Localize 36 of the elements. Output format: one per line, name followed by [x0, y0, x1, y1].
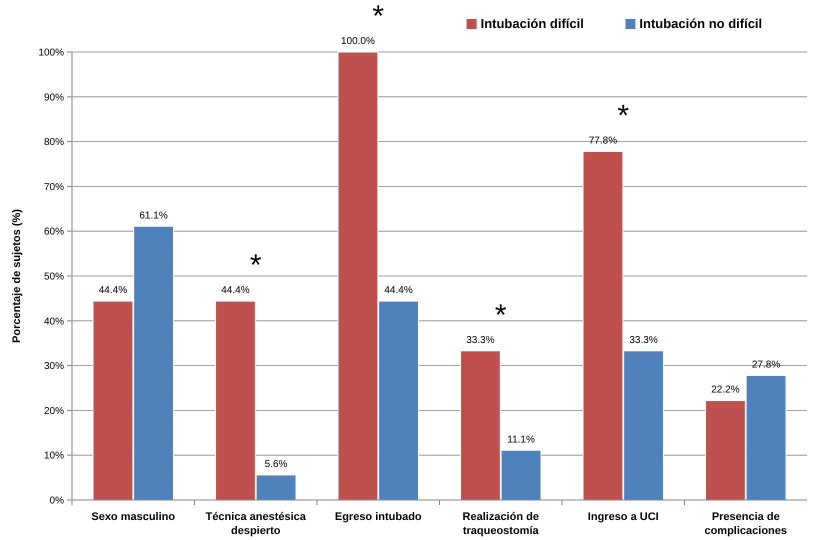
- data-label: 44.4%: [384, 285, 413, 296]
- data-label: 44.4%: [98, 285, 128, 296]
- y-tick-label: 80%: [44, 137, 64, 148]
- x-tick-label: Técnica anestésica despierto: [206, 511, 307, 537]
- data-label: 44.4%: [221, 285, 250, 296]
- annotation: *: [617, 99, 630, 132]
- x-tick-label: Presencia de complicaciones: [704, 511, 788, 537]
- data-label: 27.8%: [752, 359, 780, 370]
- x-tick-label: Ingreso a UCI: [588, 511, 659, 523]
- x-tick-label: Realización de traqueostomía: [462, 511, 540, 537]
- annotation: *: [372, 0, 384, 33]
- data-label: 77.8%: [588, 135, 618, 146]
- x-tick-label: Egreso intubado: [334, 511, 422, 523]
- data-label: 22.2%: [711, 384, 740, 396]
- data-label: 33.3%: [629, 334, 658, 346]
- y-tick-label: 20%: [44, 406, 64, 417]
- data-label: 11.1%: [507, 434, 535, 446]
- data-label: 61.1%: [139, 210, 168, 222]
- legend-label: Intubación difícil: [480, 16, 584, 31]
- y-tick-label: 40%: [44, 316, 64, 328]
- y-tick-label: 90%: [44, 92, 64, 104]
- y-tick-label: 10%: [44, 450, 64, 462]
- data-label: 5.6%: [264, 458, 288, 470]
- y-tick-label: 60%: [44, 226, 64, 238]
- y-axis-title: Porcentaje de sujetos (%): [11, 208, 23, 343]
- annotation: *: [250, 249, 262, 282]
- x-tick-label: Sexo masculino: [91, 511, 176, 523]
- y-tick-label: 70%: [44, 182, 64, 193]
- y-tick-label: 100%: [38, 48, 64, 58]
- legend-label: Intubación no difícil: [639, 16, 762, 31]
- y-tick-label: 0%: [50, 496, 64, 506]
- y-tick-label: 30%: [44, 361, 64, 372]
- data-label: 33.3%: [466, 334, 495, 346]
- annotation: *: [494, 298, 507, 332]
- y-tick-label: 50%: [44, 272, 64, 282]
- data-label: 100.0%: [340, 36, 375, 47]
